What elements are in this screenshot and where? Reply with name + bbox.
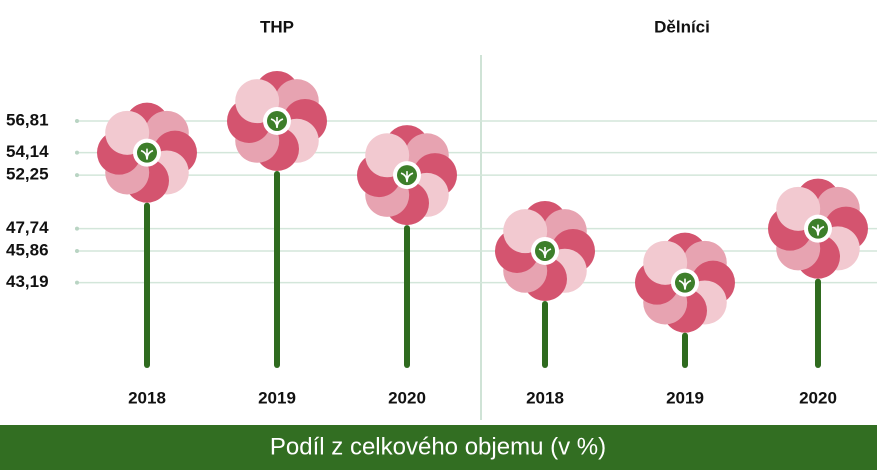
x-tick-label: 2020 <box>799 388 837 407</box>
flower <box>227 70 327 171</box>
flower <box>635 232 735 333</box>
x-tick-label: 2019 <box>258 388 296 407</box>
y-tick-label: 43,19 <box>6 272 49 291</box>
stem <box>144 202 150 368</box>
y-tick-label: 47,74 <box>6 218 49 237</box>
y-tick-label: 52,25 <box>6 165 49 184</box>
flower <box>97 102 197 203</box>
tick-dot <box>75 248 79 253</box>
x-tick-label: 2018 <box>128 388 166 407</box>
stem <box>274 170 280 368</box>
x-tick-label: 2018 <box>526 388 564 407</box>
tick-dot <box>75 173 79 178</box>
stem <box>404 225 410 368</box>
flower <box>357 125 457 226</box>
panel <box>495 178 868 368</box>
banner <box>0 425 877 470</box>
tick-dot <box>75 150 79 155</box>
y-tick-label: 56,81 <box>6 110 49 129</box>
flower <box>495 200 595 301</box>
tick-dot <box>75 118 79 123</box>
flower-icon-leaf <box>538 246 552 258</box>
panel-title: Dělníci <box>654 17 710 36</box>
panel-title: THP <box>260 17 294 36</box>
x-axis-label: Podíl z celkového objemu (v %) <box>270 433 606 460</box>
flower <box>768 178 868 279</box>
y-tick-label: 45,86 <box>6 240 49 259</box>
y-tick-label: 54,14 <box>6 142 49 161</box>
stem <box>815 278 821 368</box>
flower-icon-leaf <box>270 116 284 128</box>
panel <box>97 70 457 368</box>
x-tick-label: 2019 <box>666 388 704 407</box>
x-tick-label: 2020 <box>388 388 426 407</box>
tick-dot <box>75 280 79 285</box>
stem <box>542 300 548 368</box>
stem <box>682 332 688 368</box>
tick-dot <box>75 226 79 231</box>
